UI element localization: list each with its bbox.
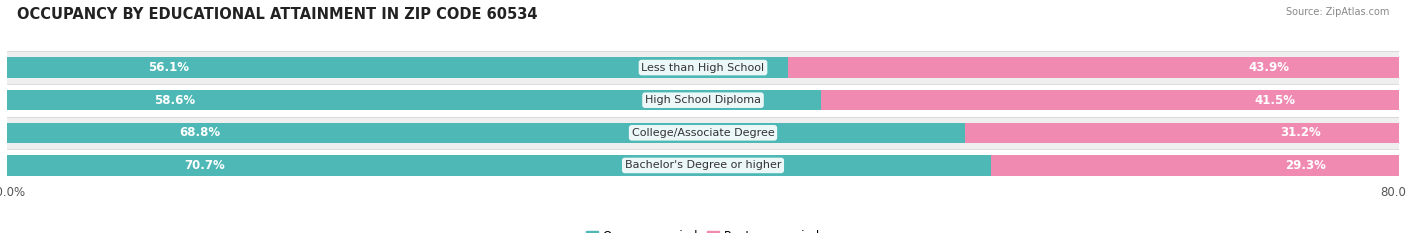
Bar [7,58,787,78]
Text: 31.2%: 31.2% [1279,126,1320,139]
Text: 29.3%: 29.3% [1285,159,1326,172]
Bar [7,90,823,110]
Text: 70.7%: 70.7% [184,159,225,172]
Text: 68.8%: 68.8% [180,126,221,139]
Bar [965,123,1399,143]
Text: College/Associate Degree: College/Associate Degree [631,128,775,138]
Bar [7,116,1399,149]
Text: 58.6%: 58.6% [153,94,195,107]
Bar [7,149,1399,182]
Legend: Owner-occupied, Renter-occupied: Owner-occupied, Renter-occupied [581,225,825,233]
Text: 41.5%: 41.5% [1254,94,1295,107]
Bar [7,155,991,175]
Text: 56.1%: 56.1% [148,61,188,74]
Text: Source: ZipAtlas.com: Source: ZipAtlas.com [1285,7,1389,17]
Bar [7,51,1399,84]
Bar [821,90,1399,110]
Bar [787,58,1399,78]
Bar [991,155,1399,175]
Text: Less than High School: Less than High School [641,63,765,72]
Text: 43.9%: 43.9% [1249,61,1289,74]
Text: High School Diploma: High School Diploma [645,95,761,105]
Bar [7,123,965,143]
Bar [7,84,1399,116]
Text: Bachelor's Degree or higher: Bachelor's Degree or higher [624,161,782,170]
Text: OCCUPANCY BY EDUCATIONAL ATTAINMENT IN ZIP CODE 60534: OCCUPANCY BY EDUCATIONAL ATTAINMENT IN Z… [17,7,537,22]
